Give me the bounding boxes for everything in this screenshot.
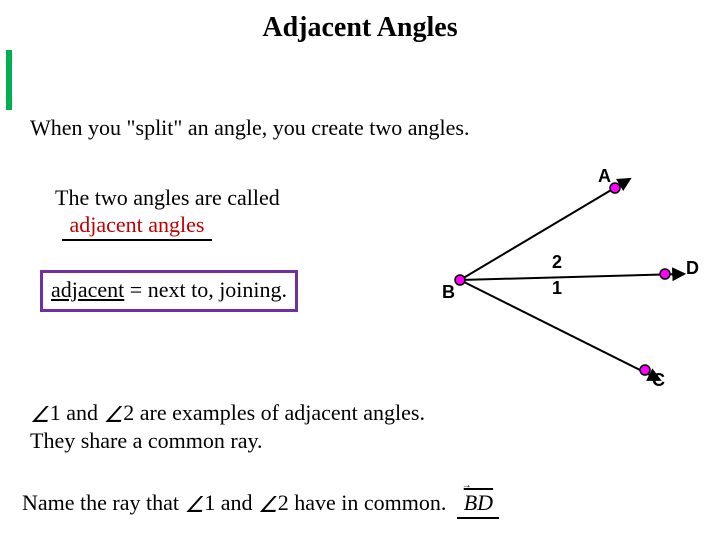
label-A: A [598, 166, 611, 187]
fill-blank: adjacent angles [62, 212, 212, 241]
point-D [660, 269, 670, 279]
example-line-1: ∠1 and ∠2 are examples of adjacent angle… [30, 400, 425, 426]
angle-num-1: 1 [552, 278, 562, 299]
definition-box: adjacent = next to, joining. [40, 270, 298, 312]
point-B [455, 275, 465, 285]
ray-BA [460, 180, 628, 280]
angle-diagram: B A D C 2 1 [440, 170, 700, 400]
diagram-svg [440, 170, 700, 400]
called-line: The two angles are called [55, 185, 280, 211]
ray-text: BD [464, 490, 493, 515]
q-b: 1 and [204, 490, 258, 515]
label-D: D [686, 258, 699, 279]
ex1-a: 1 and [50, 400, 104, 425]
def-rest: = next to, joining. [124, 277, 287, 302]
def-term: adjacent [51, 277, 124, 302]
slide: Adjacent Angles When you "split" an angl… [0, 0, 720, 540]
label-C: C [652, 370, 665, 391]
q-c: 2 have in common. [278, 490, 447, 515]
ray-answer: →BD [464, 490, 493, 515]
intro-line: When you "split" an angle, you create tw… [30, 115, 470, 141]
angle-icon: ∠ [30, 402, 50, 428]
answer-blank: →BD [457, 490, 499, 519]
accent-bar [6, 50, 12, 110]
angle-icon: ∠ [185, 492, 205, 518]
label-B: B [442, 282, 455, 303]
page-title: Adjacent Angles [0, 0, 720, 44]
angle-icon: ∠ [104, 402, 124, 428]
ex1-b: 2 are examples of adjacent angles. [123, 400, 425, 425]
angle-num-2: 2 [552, 252, 562, 273]
fill-answer: adjacent angles [70, 212, 205, 237]
ray-BD [460, 274, 682, 280]
q-a: Name the ray that [22, 490, 185, 515]
question-line: Name the ray that ∠1 and ∠2 have in comm… [22, 490, 499, 519]
point-A [610, 183, 620, 193]
blank-underline: adjacent angles [62, 212, 212, 241]
example-line-2: They share a common ray. [30, 428, 263, 454]
angle-icon: ∠ [258, 492, 278, 518]
point-C [640, 365, 650, 375]
